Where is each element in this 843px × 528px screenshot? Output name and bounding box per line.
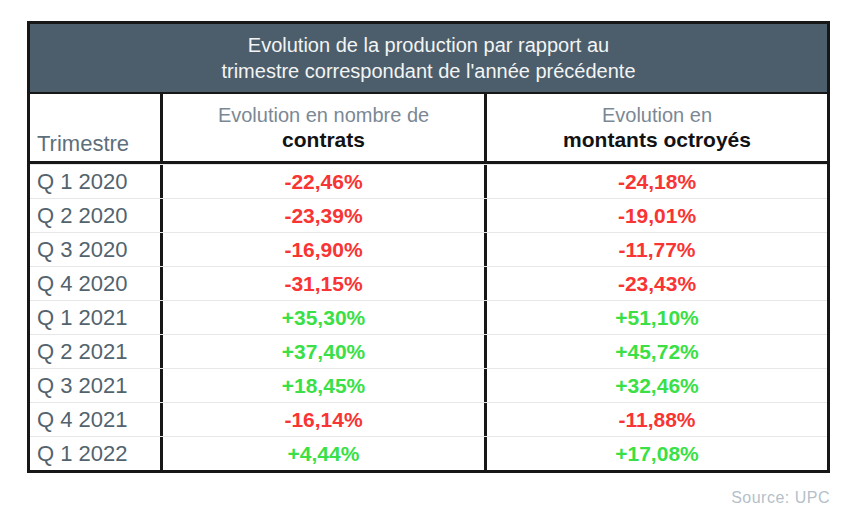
table-header-row: Trimestre Evolution en nombre de contrat… <box>30 94 827 164</box>
value-cell: +4,44% <box>160 437 484 470</box>
table-row: Q 4 2021 -16,14% -11,88% <box>30 402 827 436</box>
value-cell: +45,72% <box>484 335 827 368</box>
quarter-cell: Q 2 2020 <box>30 199 160 232</box>
column-header-quarter: Trimestre <box>30 94 160 161</box>
column-header-amounts: Evolution en montants octroyés <box>484 94 827 161</box>
table-row: Q 1 2021 +35,30% +51,10% <box>30 300 827 334</box>
value-cell: -23,43% <box>484 267 827 300</box>
value-cell: -11,88% <box>484 403 827 436</box>
table-title-line1: Evolution de la production par rapport a… <box>248 34 609 57</box>
quarter-cell: Q 3 2021 <box>30 369 160 402</box>
quarter-cell: Q 1 2022 <box>30 437 160 470</box>
quarter-cell: Q 4 2021 <box>30 403 160 436</box>
table-row: Q 1 2022 +4,44% +17,08% <box>30 436 827 470</box>
column-header-contracts: Evolution en nombre de contrats <box>160 94 484 161</box>
column-header-contracts-line2: contrats <box>282 128 365 152</box>
table-title: Evolution de la production par rapport a… <box>30 24 827 94</box>
quarter-cell: Q 1 2021 <box>30 301 160 334</box>
quarter-cell: Q 4 2020 <box>30 267 160 300</box>
column-header-amounts-line1: Evolution en <box>602 104 712 127</box>
value-cell: -22,46% <box>160 165 484 198</box>
quarter-cell: Q 1 2020 <box>30 165 160 198</box>
value-cell: +32,46% <box>484 369 827 402</box>
column-header-contracts-line1: Evolution en nombre de <box>218 104 429 127</box>
table-row: Q 2 2020 -23,39% -19,01% <box>30 198 827 232</box>
value-cell: -31,15% <box>160 267 484 300</box>
value-cell: +51,10% <box>484 301 827 334</box>
value-cell: -23,39% <box>160 199 484 232</box>
column-header-amounts-line2: montants octroyés <box>563 128 751 152</box>
value-cell: -16,90% <box>160 233 484 266</box>
value-cell: +37,40% <box>160 335 484 368</box>
value-cell: -11,77% <box>484 233 827 266</box>
quarter-cell: Q 2 2021 <box>30 335 160 368</box>
value-cell: -16,14% <box>160 403 484 436</box>
evolution-table: Evolution de la production par rapport a… <box>27 21 830 473</box>
figure-canvas: Evolution de la production par rapport a… <box>0 0 843 528</box>
value-cell: +35,30% <box>160 301 484 334</box>
quarter-cell: Q 3 2020 <box>30 233 160 266</box>
table-row: Q 4 2020 -31,15% -23,43% <box>30 266 827 300</box>
value-cell: -19,01% <box>484 199 827 232</box>
table-row: Q 3 2020 -16,90% -11,77% <box>30 232 827 266</box>
table-row: Q 2 2021 +37,40% +45,72% <box>30 334 827 368</box>
table-title-line2: trimestre correspondant de l'année précé… <box>221 60 635 83</box>
value-cell: -24,18% <box>484 165 827 198</box>
table-row: Q 1 2020 -22,46% -24,18% <box>30 164 827 198</box>
source-label: Source: UPC <box>731 489 830 507</box>
value-cell: +18,45% <box>160 369 484 402</box>
table-row: Q 3 2021 +18,45% +32,46% <box>30 368 827 402</box>
value-cell: +17,08% <box>484 437 827 470</box>
